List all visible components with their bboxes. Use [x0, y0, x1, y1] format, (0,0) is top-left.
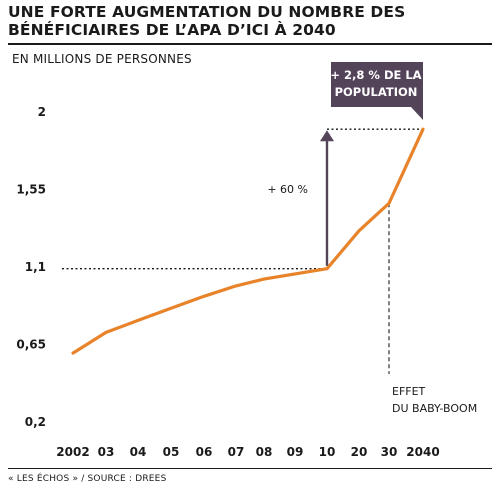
y-tick-label: 1,1	[25, 260, 46, 274]
y-tick-label: 0,65	[16, 338, 46, 352]
x-tick-label: 04	[130, 445, 147, 459]
x-tick-label: 08	[256, 445, 273, 459]
callout-text-line2: POPULATION	[335, 85, 418, 99]
baby-boom-label-line2: DU BABY-BOOM	[392, 402, 477, 415]
x-tick-label: 10	[319, 445, 336, 459]
callout-box	[331, 62, 423, 120]
x-tick-label: 30	[381, 445, 398, 459]
y-tick-label: 2	[38, 105, 46, 119]
x-tick-label: 03	[98, 445, 115, 459]
source-note: « LES ÉCHOS » / SOURCE : DREES	[8, 474, 167, 484]
x-tick-label: 2002	[56, 445, 89, 459]
y-tick-label: 1,55	[16, 183, 46, 197]
population-callout: + 2,8 % DE LA POPULATION	[330, 62, 423, 120]
series-line	[71, 127, 425, 355]
x-tick-label: 05	[163, 445, 180, 459]
arrow-head	[320, 130, 334, 142]
x-tick-label: 20	[351, 445, 368, 459]
increase-label: + 60 %	[267, 183, 308, 196]
baby-boom-label-line1: EFFET	[392, 385, 426, 398]
y-tick-label: 0,2	[25, 415, 46, 429]
chart-title: UNE FORTE AUGMENTATION DU NOMBRE DES BÉN…	[8, 3, 406, 39]
guide-lines	[62, 128, 423, 374]
title-divider	[8, 43, 492, 45]
x-tick-label: 09	[287, 445, 304, 459]
callout-text-line1: + 2,8 % DE LA	[330, 68, 421, 82]
increase-arrow	[320, 130, 334, 266]
x-tick-label: 07	[228, 445, 245, 459]
footer-divider	[8, 468, 492, 469]
x-tick-label: 2040	[406, 445, 439, 459]
chart-unit-label: EN MILLIONS DE PERSONNES	[12, 52, 192, 66]
x-tick-label: 06	[196, 445, 213, 459]
y-axis-ticks: 0,2 0,65 1,1 1,55 2	[16, 105, 46, 429]
x-axis-ticks: 2002 03 04 05 06 07 08 09 10 20 30 2040	[56, 445, 439, 459]
